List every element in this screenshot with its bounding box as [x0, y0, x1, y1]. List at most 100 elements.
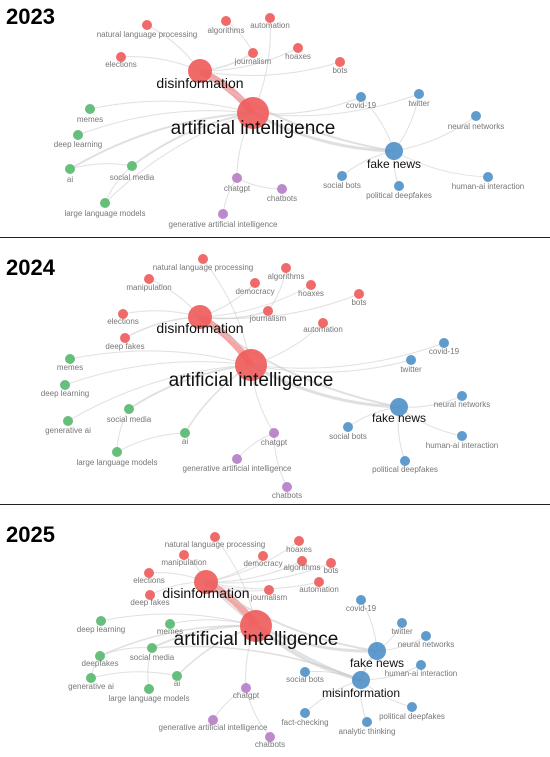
node-label: social bots: [323, 181, 361, 190]
node-algorithms: algorithms: [268, 263, 305, 281]
node-circle: [457, 431, 467, 441]
graph-edge: [90, 671, 178, 679]
node-label: artificial intelligence: [169, 370, 334, 391]
node-circle: [390, 398, 408, 416]
node-circle: [300, 667, 310, 677]
node-label: democracy: [235, 287, 274, 296]
node-circle: [112, 447, 122, 457]
node-label: artificial intelligence: [174, 629, 339, 650]
node-democracy: democracy: [243, 551, 283, 568]
node-circle: [232, 454, 242, 464]
node-circle: [127, 161, 137, 171]
node-bots: bots: [323, 558, 339, 575]
node-circle: [248, 48, 258, 58]
node-nlp: natural language processing: [165, 532, 265, 549]
node-label: generative ai: [45, 426, 91, 435]
node-label: elections: [133, 576, 165, 585]
node-label: social bots: [286, 675, 324, 684]
node-label: covid-19: [346, 604, 377, 613]
node-label: neural networks: [434, 400, 490, 409]
node-label: covid-19: [429, 347, 460, 356]
node-label: chatgpt: [233, 691, 260, 700]
node-fakenews: fake news: [372, 398, 426, 425]
node-label: hoaxes: [286, 545, 312, 554]
node-label: deepfakes: [82, 659, 119, 668]
node-circle: [282, 482, 292, 492]
node-label: ai: [67, 175, 73, 184]
graph-edge: [199, 70, 395, 152]
node-label: generative artificial intelligence: [159, 723, 269, 732]
node-circle: [100, 198, 110, 208]
node-hoaxes: hoaxes: [285, 43, 311, 61]
node-label: algorithms: [208, 26, 245, 35]
node-circle: [394, 181, 404, 191]
node-circle: [277, 184, 287, 194]
node-circle: [63, 416, 73, 426]
node-label: automation: [250, 21, 290, 30]
node-memes: memes: [57, 354, 83, 372]
node-covid: covid-19: [346, 595, 377, 613]
network-graph: artificial intelligence disinformation nat…: [41, 254, 498, 500]
node-journalism: journalism: [249, 306, 287, 323]
node-circle: [439, 338, 449, 348]
node-circle: [354, 289, 364, 299]
node-label: social media: [130, 653, 175, 662]
node-label: artificial intelligence: [171, 118, 336, 139]
node-automation: automation: [303, 318, 343, 334]
node-algorithms: algorithms: [284, 556, 320, 572]
node-label: generative ai: [68, 682, 114, 691]
node-circle: [414, 89, 424, 99]
node-circle: [483, 172, 493, 182]
year-title: 2023: [6, 4, 55, 29]
node-circle: [240, 610, 272, 642]
node-haii: human-ai interaction: [385, 660, 457, 678]
node-label: deep learning: [41, 389, 89, 398]
graph-edge: [199, 316, 400, 408]
node-circle: [263, 306, 273, 316]
graph-edge: [77, 110, 254, 136]
node-circle: [65, 164, 75, 174]
node-elections: elections: [105, 52, 137, 69]
node-nlp: natural language processing: [97, 20, 198, 39]
graph-edge: [151, 645, 362, 681]
node-circle: [218, 209, 228, 219]
node-nn: neural networks: [448, 111, 504, 131]
node-label: bots: [332, 66, 347, 75]
node-label: algorithms: [268, 272, 305, 281]
node-circle: [421, 631, 431, 641]
node-twitter: twitter: [400, 355, 422, 374]
node-algorithms: algorithms: [208, 16, 245, 35]
node-socialbots: social bots: [286, 667, 324, 684]
node-label: deep learning: [54, 140, 102, 149]
node-journalism: journalism: [250, 585, 288, 602]
node-bots: bots: [332, 57, 348, 75]
node-circle: [179, 550, 189, 560]
node-chatbots: chatbots: [255, 732, 285, 749]
node-circle: [297, 556, 307, 566]
panel-2025: 2025 artificial intelligence disinformati…: [0, 506, 550, 752]
node-label: political deepfakes: [372, 465, 438, 474]
node-label: human-ai interaction: [426, 441, 498, 450]
node-circle: [281, 263, 291, 273]
graph-edge: [250, 342, 445, 369]
node-label: covid-19: [346, 101, 377, 110]
node-label: automation: [303, 325, 343, 334]
node-label: large language models: [65, 209, 146, 218]
node-socialmedia: social media: [110, 161, 155, 182]
node-circle: [265, 732, 275, 742]
node-circle: [306, 280, 316, 290]
node-label: memes: [57, 363, 83, 372]
node-label: fake news: [350, 656, 404, 670]
node-circle: [198, 254, 208, 264]
node-label: journalism: [249, 314, 287, 323]
node-label: social bots: [329, 432, 367, 441]
node-ai-main: artificial intelligence: [169, 349, 334, 391]
node-label: natural language processing: [97, 30, 198, 39]
node-label: fact-checking: [281, 718, 328, 727]
node-label: disinformation: [162, 585, 249, 601]
node-label: ai: [174, 679, 180, 688]
panel-divider: [0, 504, 550, 505]
node-label: twitter: [391, 627, 413, 636]
node-label: deep fakes: [105, 342, 144, 351]
node-circle: [116, 52, 126, 62]
